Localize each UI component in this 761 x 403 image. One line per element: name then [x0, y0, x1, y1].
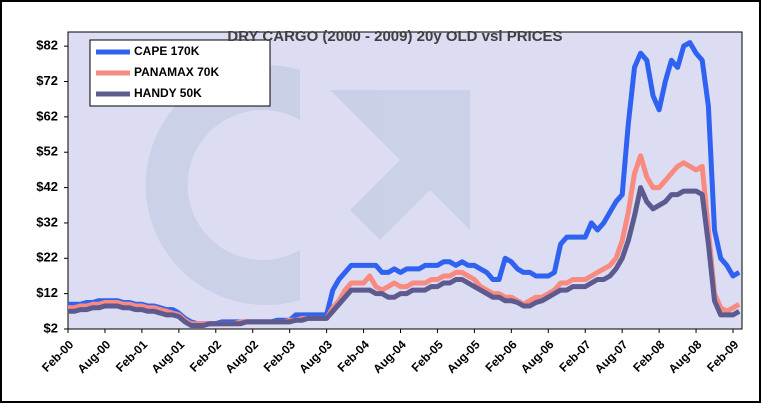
- y-tick-label: $2: [44, 320, 58, 335]
- legend-label: CAPE 170K: [134, 44, 200, 58]
- y-tick-label: $62: [36, 108, 58, 123]
- series-line: [68, 185, 741, 328]
- y-tick-label: $12: [36, 285, 58, 300]
- watermark-arrow: [330, 90, 470, 240]
- y-tick-label: $52: [36, 144, 58, 159]
- y-tick-label: $42: [36, 179, 58, 194]
- watermark-arc: [145, 65, 300, 305]
- watermark: [145, 65, 470, 305]
- y-tick-label: $82: [36, 38, 58, 53]
- legend-label: HANDY 50K: [134, 86, 202, 100]
- y-tick-label: $32: [36, 214, 58, 229]
- y-tick-label: $72: [36, 73, 58, 88]
- y-tick-label: $22: [36, 250, 58, 265]
- legend-label: PANAMAX 70K: [134, 65, 219, 79]
- chart-title: DRY CARGO (2000 - 2009) 20y OLD vsl PRIC…: [227, 28, 562, 45]
